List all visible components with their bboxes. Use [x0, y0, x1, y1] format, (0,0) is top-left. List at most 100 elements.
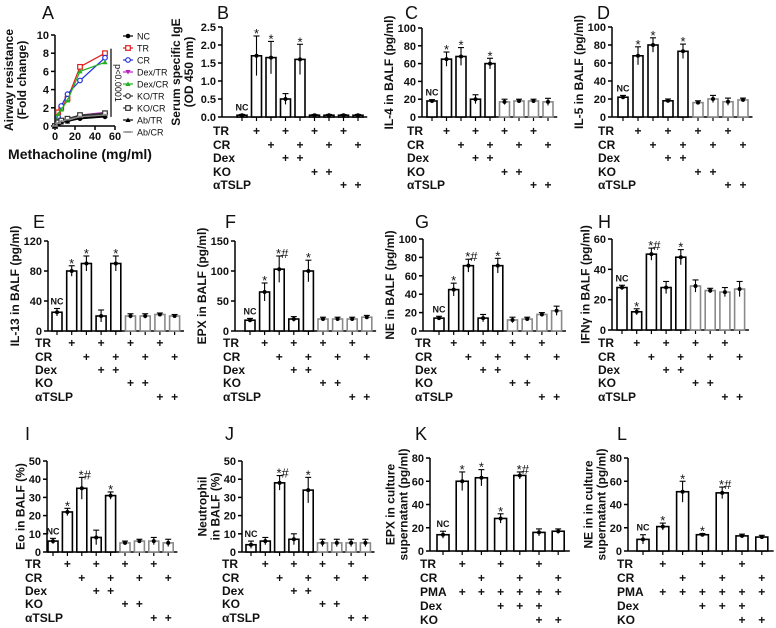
condition-plus-mark: +	[107, 571, 114, 585]
nc-label: NC	[51, 297, 64, 307]
mean-marker	[517, 473, 522, 478]
significance-label: *	[634, 299, 639, 314]
condition-label: KO	[420, 613, 438, 627]
condition-plus-mark: +	[494, 363, 501, 377]
condition-plus-mark: +	[325, 138, 332, 152]
condition-label: PMA	[617, 585, 644, 599]
condition-label: αTSLP	[407, 178, 445, 192]
condition-plus-mark: +	[64, 557, 71, 571]
y-tick-label: 150	[211, 236, 229, 248]
condition-plus-mark: +	[107, 584, 114, 598]
y-tick-label: 0.0	[201, 112, 216, 124]
y-tick-label: 0	[223, 326, 229, 338]
mean-marker	[128, 314, 133, 318]
condition-plus-mark: +	[544, 138, 551, 152]
bar	[154, 313, 166, 332]
mean-marker	[680, 489, 685, 494]
y-tick-label: 40	[412, 500, 424, 512]
series-ab-cr	[52, 114, 108, 127]
significance-label: *#	[648, 238, 661, 253]
condition-plus-mark: +	[494, 350, 501, 364]
significance-label: *	[680, 34, 685, 49]
condition-plus-mark: +	[555, 613, 562, 627]
bar	[692, 101, 704, 118]
y-tick-label: 80	[405, 252, 417, 264]
condition-plus-mark: +	[497, 585, 504, 599]
condition-plus-mark: +	[738, 599, 745, 613]
condition-label: αTSLP	[25, 611, 63, 625]
y-tick-label: 80	[610, 453, 622, 465]
significance-label: *	[498, 504, 503, 519]
condition-plus-mark: +	[334, 350, 341, 364]
panel-A: A 0 2 4 6 8 10 0 20 40 60 Methacholine (mg/ml) Airwa…	[2, 3, 169, 162]
bar	[617, 96, 629, 118]
condition-label: Dex	[223, 363, 245, 377]
significance-label: *	[69, 256, 74, 271]
condition-plus-mark: +	[136, 571, 143, 585]
bar	[61, 511, 74, 553]
significance-label: *	[650, 28, 655, 43]
condition-plus-mark: +	[98, 336, 105, 350]
condition-plus-mark: +	[98, 363, 105, 377]
x-tick-label: 40	[89, 131, 101, 143]
legend-entry: KO/CR	[123, 104, 166, 114]
y-tick-label: 10	[37, 30, 49, 42]
condition-label: KO	[617, 613, 635, 627]
condition-plus-mark: +	[363, 350, 370, 364]
condition-plus-mark: +	[497, 557, 504, 571]
condition-label: αTSLP	[223, 390, 261, 404]
y-tick-label: 20	[405, 308, 417, 320]
condition-plus-mark: +	[325, 165, 332, 179]
condition-plus-mark: +	[276, 571, 283, 585]
legend-entry: Dex/TR	[123, 68, 168, 78]
condition-label: αTSLP	[598, 390, 636, 404]
condition-plus-mark: +	[758, 571, 765, 585]
mean-marker	[681, 49, 685, 54]
marker	[77, 68, 83, 74]
bar	[491, 264, 504, 332]
bar	[655, 525, 670, 552]
bar	[455, 55, 467, 118]
mean-marker	[460, 479, 465, 484]
condition-plus-mark: +	[679, 151, 686, 165]
condition-plus-mark: +	[290, 336, 297, 350]
bar	[645, 253, 658, 331]
condition-plus-mark: +	[659, 557, 666, 571]
y-tick-label: 0	[35, 547, 41, 559]
condition-plus-mark: +	[136, 597, 143, 611]
condition-plus-mark: +	[142, 350, 149, 364]
marker	[58, 107, 64, 112]
significance-label: *	[479, 460, 484, 475]
significance-label: *	[297, 34, 302, 49]
condition-plus-mark: +	[524, 376, 531, 390]
condition-plus-mark: +	[736, 350, 743, 364]
condition-plus-mark: +	[319, 376, 326, 390]
legend-label: KO/TR	[137, 92, 165, 102]
bar	[474, 476, 489, 552]
condition-plus-mark: +	[553, 350, 560, 364]
condition-plus-mark: +	[758, 585, 765, 599]
x-axis-label: Methacholine (mg/ml)	[8, 146, 152, 162]
significance-label: *	[268, 31, 273, 46]
condition-plus-mark: +	[465, 350, 472, 364]
y-axis-label: Serum specific IgE	[169, 18, 183, 125]
condition-label: CR	[407, 138, 425, 152]
legend-label: TR	[137, 44, 149, 54]
mean-marker	[172, 314, 177, 318]
y-axis-label: (Fold change)	[15, 41, 29, 120]
mean-marker	[51, 539, 55, 544]
significance-label: *#	[465, 249, 478, 264]
mean-marker	[166, 540, 171, 545]
y-tick-label: 0	[418, 546, 424, 558]
condition-label: CR	[598, 138, 616, 152]
significance-label: *	[306, 250, 311, 265]
y-axis-label: NE in BALF (pg/ml)	[383, 230, 397, 339]
condition-plus-mark: +	[707, 376, 714, 390]
condition-plus-mark: +	[296, 151, 303, 165]
panel-letter: H	[598, 212, 611, 232]
condition-label: TR	[420, 557, 436, 571]
